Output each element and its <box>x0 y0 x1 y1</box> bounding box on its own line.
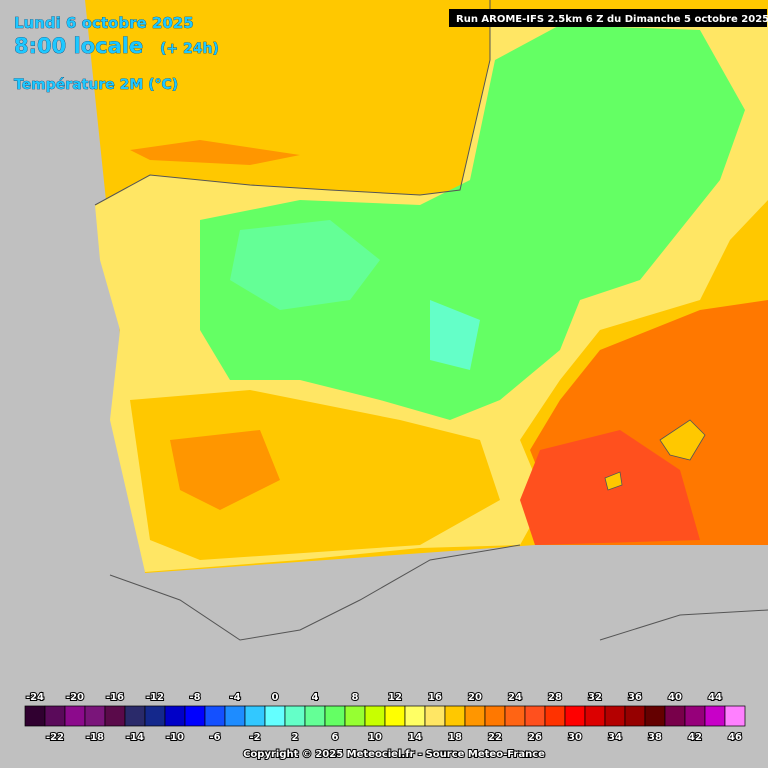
legend-swatch <box>664 705 686 727</box>
legend-label: -6 <box>209 732 220 743</box>
legend-swatch <box>324 705 346 727</box>
legend-label: -10 <box>166 732 184 743</box>
legend-label: 40 <box>668 692 682 703</box>
legend-swatch <box>264 705 286 727</box>
legend-swatch <box>684 705 706 727</box>
land-cool <box>200 25 745 420</box>
sea-band <box>130 140 300 165</box>
legend-label: 24 <box>508 692 522 703</box>
legend-label: 16 <box>428 692 442 703</box>
legend-swatch <box>224 705 246 727</box>
legend-swatch <box>624 705 646 727</box>
legend-swatch <box>444 705 466 727</box>
legend-label: -22 <box>46 732 64 743</box>
date: Lundi 6 octobre 2025 <box>14 14 194 32</box>
legend-label: 10 <box>368 732 382 743</box>
legend-label: 42 <box>688 732 702 743</box>
legend-swatch <box>364 705 386 727</box>
legend-label: -16 <box>106 692 124 703</box>
legend-swatch <box>424 705 446 727</box>
legend-label: 20 <box>468 692 482 703</box>
legend-swatch <box>204 705 226 727</box>
legend-swatch <box>284 705 306 727</box>
land-cooler <box>230 220 380 310</box>
land-coolest <box>430 300 480 370</box>
legend-label: 38 <box>648 732 662 743</box>
coastline <box>599 609 768 641</box>
legend-label: 14 <box>408 732 422 743</box>
legend-label: -24 <box>26 692 44 703</box>
legend-label: 44 <box>708 692 722 703</box>
legend-swatch <box>44 705 66 727</box>
legend-label: -18 <box>86 732 104 743</box>
copyright: Copyright © 2025 Meteociel.fr - Source M… <box>243 749 545 760</box>
legend-swatch <box>384 705 406 727</box>
variable: Température 2M (°C) <box>14 77 178 93</box>
legend-swatch <box>544 705 566 727</box>
legend-label: -4 <box>229 692 240 703</box>
legend-swatch <box>584 705 606 727</box>
legend-swatch <box>644 705 666 727</box>
legend-swatch <box>404 705 426 727</box>
legend-label: 26 <box>528 732 542 743</box>
legend-label: -14 <box>126 732 144 743</box>
legend-label: 36 <box>628 692 642 703</box>
legend-swatch <box>144 705 166 727</box>
legend-swatch <box>84 705 106 727</box>
legend-label: 34 <box>608 732 622 743</box>
legend-label: -8 <box>189 692 200 703</box>
legend-swatch <box>704 705 726 727</box>
color-legend: -24-22-20-18-16-14-12-10-8-6-4-202468101… <box>24 691 746 744</box>
legend-label: 46 <box>728 732 742 743</box>
legend-label: 8 <box>352 692 359 703</box>
legend-swatch <box>184 705 206 727</box>
time: 8:00 locale <box>14 34 143 58</box>
legend-label: 18 <box>448 732 462 743</box>
land-hot <box>170 430 280 510</box>
land-south <box>130 390 500 560</box>
island <box>604 471 623 491</box>
legend-label: -12 <box>146 692 164 703</box>
legend-label: 6 <box>332 732 339 743</box>
legend-swatch <box>344 705 366 727</box>
lead-time: (+ 24h) <box>160 41 219 57</box>
legend-label: 4 <box>312 692 319 703</box>
legend-swatch <box>304 705 326 727</box>
legend-label: -2 <box>249 732 260 743</box>
legend-swatch <box>64 705 86 727</box>
legend-swatch <box>244 705 266 727</box>
legend-swatch <box>504 705 526 727</box>
legend-swatch <box>124 705 146 727</box>
legend-swatch <box>724 705 746 727</box>
legend-label: 22 <box>488 732 502 743</box>
coastline <box>109 544 521 641</box>
legend-swatch <box>564 705 586 727</box>
island <box>659 419 706 461</box>
legend-label: 32 <box>588 692 602 703</box>
run-box <box>449 9 767 27</box>
legend-label: 0 <box>272 692 279 703</box>
legend-swatch <box>604 705 626 727</box>
legend-swatch <box>464 705 486 727</box>
legend-swatch <box>104 705 126 727</box>
legend-swatch <box>24 705 46 727</box>
legend-swatch <box>484 705 506 727</box>
legend-swatch <box>524 705 546 727</box>
legend-label: 30 <box>568 732 582 743</box>
legend-label: -20 <box>66 692 84 703</box>
legend-swatch <box>164 705 186 727</box>
coastline <box>94 0 491 206</box>
legend-label: 12 <box>388 692 402 703</box>
run-info: Run AROME-IFS 2.5km 6 Z du Dimanche 5 oc… <box>456 14 768 25</box>
legend-label: 28 <box>548 692 562 703</box>
legend-label: 2 <box>292 732 299 743</box>
